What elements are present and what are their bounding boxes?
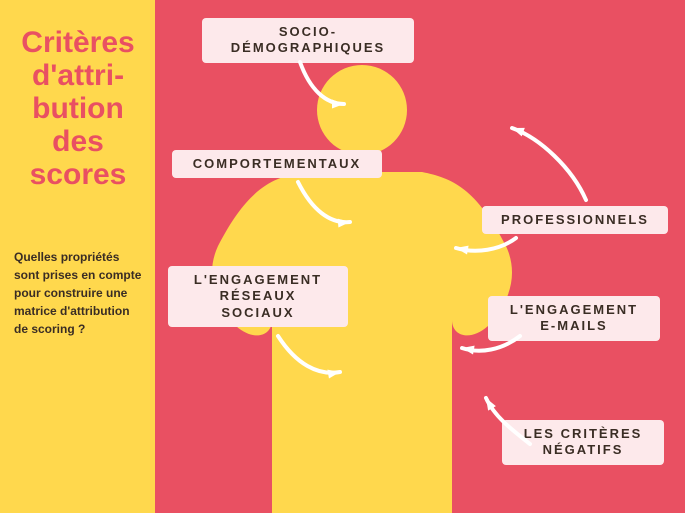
infographic-canvas: Critères d'attri- bution des scores Quell… — [0, 0, 685, 513]
criteria-label-pro: PROFESSIONNELS — [482, 206, 668, 234]
criteria-label-neg: LES CRITÈRES NÉGATIFS — [502, 420, 664, 465]
page-title: Critères d'attri- bution des scores — [14, 26, 142, 191]
criteria-label-social: L'ENGAGEMENT RÉSEAUX SOCIAUX — [168, 266, 348, 327]
criteria-label-emails: L'ENGAGEMENT E-MAILS — [488, 296, 660, 341]
criteria-label-socio: SOCIO- DÉMOGRAPHIQUES — [202, 18, 414, 63]
criteria-label-comp: COMPORTEMENTAUX — [172, 150, 382, 178]
page-subtitle: Quelles propriétés sont prises en compte… — [14, 248, 142, 338]
